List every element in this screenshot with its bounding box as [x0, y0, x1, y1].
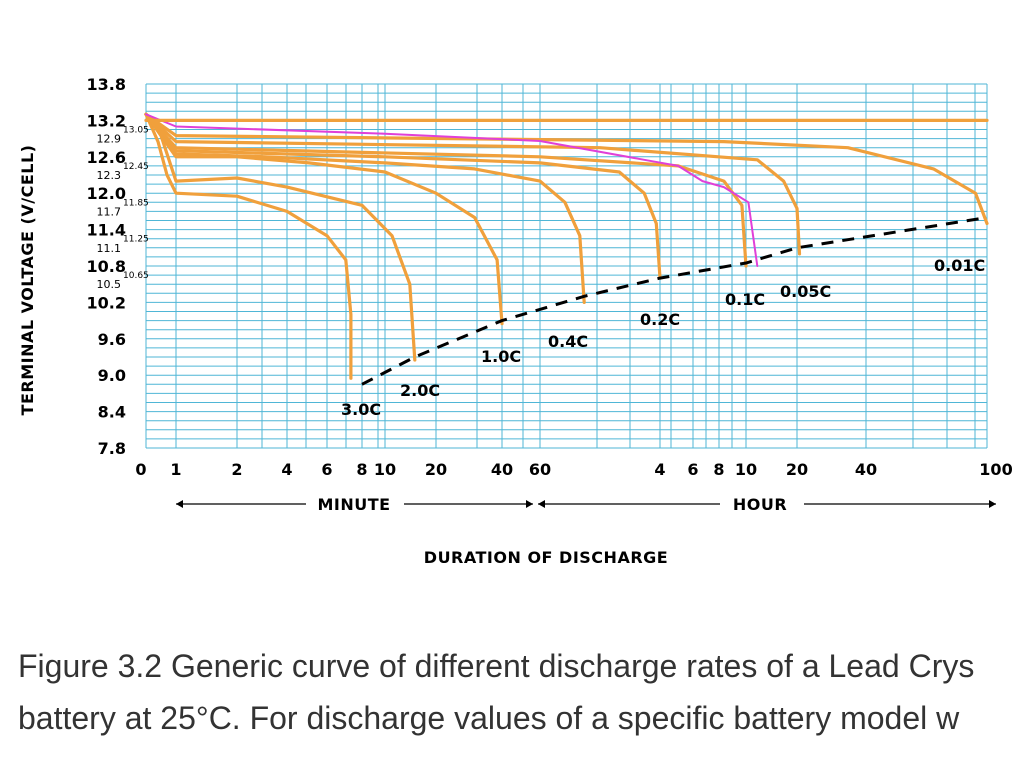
hour-label: HOUR — [733, 495, 787, 514]
rate-label-3-0c: 3.0C — [341, 400, 381, 419]
y-tick-sub: 13.05 — [123, 126, 149, 136]
curve-0-4c — [144, 112, 586, 304]
y-tick-minor: 10.5 — [97, 278, 122, 291]
y-tick-minor: 11.1 — [97, 242, 122, 255]
y-tick-major: 10.8 — [87, 257, 126, 276]
curve-1-0c — [144, 112, 504, 326]
y-tick-minor: 11.7 — [97, 205, 122, 218]
x-tick: 4 — [654, 460, 665, 479]
curve-3-0c — [144, 112, 353, 380]
y-tick-sub: 11.25 — [123, 235, 149, 245]
x-axis-ticks: 0 1 2 4 6 8 10 20 40 60 4 6 8 10 20 40 100 — [135, 460, 1012, 479]
x-tick: 40 — [491, 460, 513, 479]
rate-label-0-01c: 0.01C — [934, 256, 985, 275]
curve-2-0c — [144, 112, 417, 362]
hour-span: HOUR — [538, 495, 996, 514]
discharge-curves — [144, 112, 989, 380]
x-tick: 10 — [735, 460, 757, 479]
x-tick: 0 — [135, 460, 146, 479]
x-tick: 8 — [713, 460, 724, 479]
rate-label-0-05c: 0.05C — [780, 282, 831, 301]
rate-label-0-4c: 0.4C — [548, 332, 588, 351]
y-axis-ticks: 13.8 13.2 12.6 12.0 11.4 10.8 10.2 9.6 9.0 8.4 7.8… — [87, 75, 149, 458]
y-tick-major: 12.0 — [87, 184, 126, 203]
curve-0-01c — [144, 112, 989, 226]
y-tick-major: 13.2 — [87, 111, 126, 130]
y-axis-title: TERMINAL VOLTAGE (V/CELL) — [18, 145, 37, 416]
x-tick: 20 — [425, 460, 447, 479]
minute-span: MINUTE — [176, 495, 533, 514]
curve-highlight — [145, 113, 759, 267]
y-tick-major: 7.8 — [98, 439, 126, 458]
y-tick-sub: 10.65 — [123, 271, 149, 281]
figure-caption: Figure 3.2 Generic curve of different di… — [18, 640, 1024, 768]
rate-label-0-2c: 0.2C — [640, 310, 680, 329]
end-voltage-line — [361, 216, 988, 386]
x-tick: 20 — [786, 460, 808, 479]
y-tick-minor: 12.9 — [97, 133, 122, 146]
x-axis-title: DURATION OF DISCHARGE — [424, 548, 668, 567]
x-tick: 4 — [281, 460, 292, 479]
y-tick-major: 13.8 — [87, 75, 126, 94]
x-tick: 100 — [979, 460, 1012, 479]
y-tick-major: 8.4 — [98, 403, 126, 422]
caption-line-1: Figure 3.2 Generic curve of different di… — [18, 648, 975, 684]
x-tick: 6 — [687, 460, 698, 479]
x-tick: 10 — [374, 460, 396, 479]
rate-label-0-1c: 0.1C — [725, 290, 765, 309]
x-tick: 60 — [529, 460, 551, 479]
x-tick: 6 — [321, 460, 332, 479]
curve-0-05c — [144, 112, 802, 256]
y-tick-major: 11.4 — [87, 221, 126, 240]
rate-label-2-0c: 2.0C — [400, 381, 440, 400]
x-tick: 2 — [231, 460, 242, 479]
caption-line-2: battery at 25°C. For discharge values of… — [18, 700, 960, 736]
y-tick-sub: 11.85 — [123, 198, 149, 208]
y-tick-major: 9.6 — [98, 330, 126, 349]
rate-labels: 3.0C 2.0C 1.0C 0.4C 0.2C 0.1C 0.05C 0.01… — [341, 256, 985, 419]
x-tick: 1 — [170, 460, 181, 479]
y-tick-major: 10.2 — [87, 293, 126, 312]
end-voltage-dash — [361, 216, 988, 386]
x-tick: 40 — [855, 460, 877, 479]
discharge-chart: 13.8 13.2 12.6 12.0 11.4 10.8 10.2 9.6 9.0 8.4 7.8… — [18, 75, 1013, 567]
y-tick-major: 12.6 — [87, 148, 126, 167]
minute-label: MINUTE — [317, 495, 390, 514]
curve-0-2c — [144, 112, 662, 280]
y-tick-sub: 12.45 — [123, 162, 149, 172]
y-tick-major: 9.0 — [98, 366, 126, 385]
rate-label-1-0c: 1.0C — [481, 347, 521, 366]
x-tick: 8 — [356, 460, 367, 479]
y-tick-minor: 12.3 — [97, 169, 122, 182]
